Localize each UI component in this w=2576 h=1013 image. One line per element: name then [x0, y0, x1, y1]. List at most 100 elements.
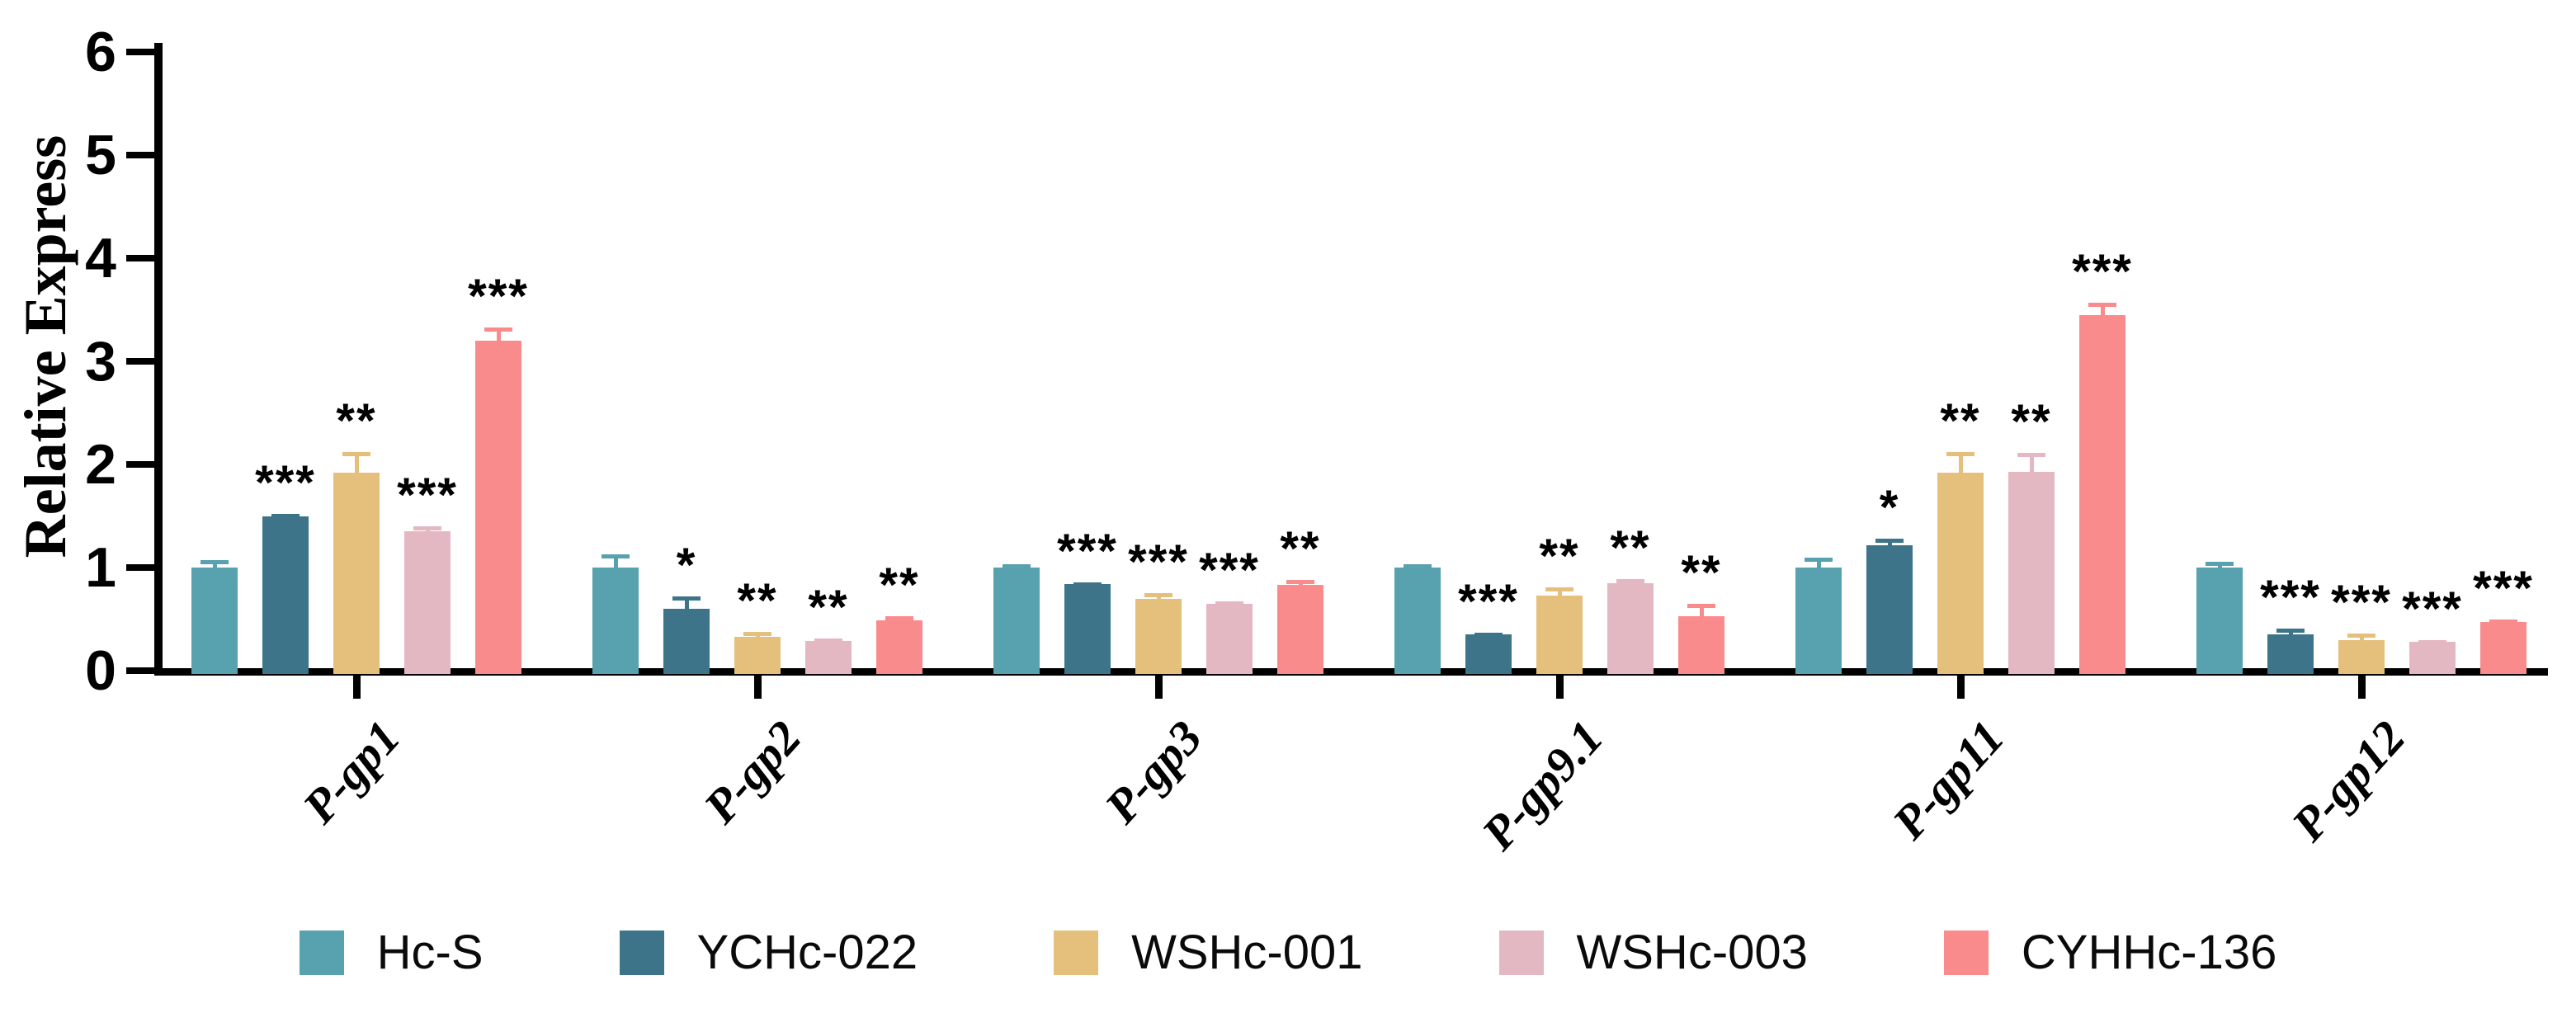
significance-stars: **	[1610, 521, 1651, 575]
x-axis-label: P-gp12	[2281, 710, 2416, 851]
bar	[2196, 568, 2243, 674]
error-bar-whisker	[2100, 302, 2105, 322]
error-bar-cap	[2088, 302, 2116, 307]
error-bar-whisker	[897, 615, 902, 627]
error-bar-whisker	[354, 452, 359, 479]
error-bar-whisker	[1298, 580, 1303, 592]
bar	[1206, 603, 1253, 674]
legend-swatch	[1054, 931, 1099, 975]
y-tick-label: 1	[85, 536, 116, 599]
y-tick	[126, 358, 163, 365]
legend-swatch	[299, 931, 344, 975]
error-bar-cap	[2206, 561, 2234, 566]
significance-stars: **	[879, 558, 920, 612]
legend-swatch	[1498, 931, 1544, 975]
x-tick	[1154, 676, 1163, 699]
x-tick	[2357, 676, 2366, 699]
legend-item: WSHc-001	[1054, 929, 1363, 977]
error-bar-whisker	[684, 596, 689, 615]
error-bar-whisker	[2288, 628, 2293, 642]
y-tick-label: 3	[85, 330, 116, 393]
y-tick-label: 4	[85, 227, 116, 290]
error-bar-cap	[1687, 603, 1715, 608]
bar	[1607, 582, 1654, 674]
error-bar-cap	[1215, 601, 1243, 606]
significance-stars: **	[336, 394, 377, 448]
significance-stars: **	[1539, 529, 1580, 583]
bar	[2480, 622, 2526, 674]
bar	[191, 568, 238, 674]
legend-item: CYHHc-136	[1943, 926, 2277, 979]
x-axis-label: P-gp2	[693, 710, 812, 834]
error-bar-whisker	[1699, 603, 1704, 623]
x-axis-label: P-gp9.1	[1471, 710, 1614, 860]
error-bar-cap	[1073, 582, 1102, 587]
error-bar-cap	[2347, 634, 2375, 638]
error-bar-cap	[1875, 539, 1904, 543]
error-bar-cap	[1003, 564, 1031, 569]
bar	[1866, 544, 1913, 674]
y-tick	[126, 255, 163, 261]
error-bar-cap	[814, 638, 842, 643]
significance-stars: **	[2011, 395, 2052, 450]
error-bar-whisker	[212, 560, 217, 574]
error-bar-whisker	[1816, 557, 1821, 574]
error-bar-whisker	[1958, 452, 1963, 479]
error-bar-cap	[1144, 593, 1172, 598]
error-bar-whisker	[2501, 619, 2506, 629]
significance-stars: ***	[2072, 244, 2133, 299]
legend-label: CYHHc-136	[2021, 926, 2277, 979]
error-bar-cap	[1286, 580, 1314, 584]
legend: Hc-S YCHc-022 WSHc-001 WSHc-003 CYHHc-136	[0, 929, 2576, 977]
error-bar-cap	[1616, 578, 1644, 583]
y-tick-label: 5	[85, 124, 116, 186]
error-bar-whisker	[755, 631, 760, 643]
significance-stars: ***	[1057, 524, 1118, 578]
significance-stars: ***	[2473, 561, 2534, 615]
significance-stars: ***	[2260, 570, 2321, 624]
error-bar-cap	[342, 452, 370, 456]
legend-swatch	[619, 931, 664, 975]
error-bar-cap	[1805, 557, 1833, 562]
error-bar-whisker	[2359, 634, 2364, 647]
bar	[1795, 568, 1842, 674]
bar	[1536, 595, 1583, 674]
significance-stars: ***	[397, 469, 458, 522]
y-tick	[126, 564, 163, 571]
error-bar-whisker	[425, 526, 430, 539]
significance-stars: **	[1681, 545, 1722, 600]
error-bar-whisker	[1227, 601, 1232, 610]
error-bar-whisker	[1415, 564, 1420, 574]
error-bar-cap	[1404, 564, 1432, 569]
bar	[262, 516, 309, 674]
error-bar-whisker	[2217, 561, 2222, 574]
legend-item: WSHc-003	[1498, 926, 1808, 979]
bar	[1277, 585, 1323, 674]
significance-stars: ***	[2402, 582, 2463, 636]
error-bar-cap	[2418, 639, 2446, 644]
error-bar-cap	[2017, 453, 2045, 458]
x-axis-label: P-gp11	[1881, 710, 2015, 850]
significance-stars: **	[808, 581, 849, 635]
y-tick	[126, 461, 163, 468]
bar	[404, 531, 451, 674]
error-bar-cap	[743, 631, 771, 636]
error-bar-whisker	[496, 327, 501, 347]
legend-label: YCHc-022	[696, 926, 918, 979]
x-axis-line	[154, 668, 2548, 676]
error-bar-cap	[602, 554, 630, 558]
error-bar-cap	[484, 327, 512, 332]
significance-stars: ***	[468, 269, 529, 323]
error-bar-whisker	[1486, 632, 1491, 642]
y-tick-label: 2	[85, 433, 116, 496]
legend-label: WSHc-003	[1576, 926, 1808, 979]
x-axis-label: P-gp3	[1094, 710, 1213, 834]
error-bar-cap	[1474, 632, 1503, 637]
significance-stars: ***	[1128, 535, 1189, 590]
error-bar-whisker	[2430, 639, 2435, 648]
bar	[1937, 473, 1984, 674]
error-bar-cap	[201, 560, 229, 565]
significance-stars: *	[1879, 481, 1900, 535]
error-bar-whisker	[283, 514, 288, 523]
